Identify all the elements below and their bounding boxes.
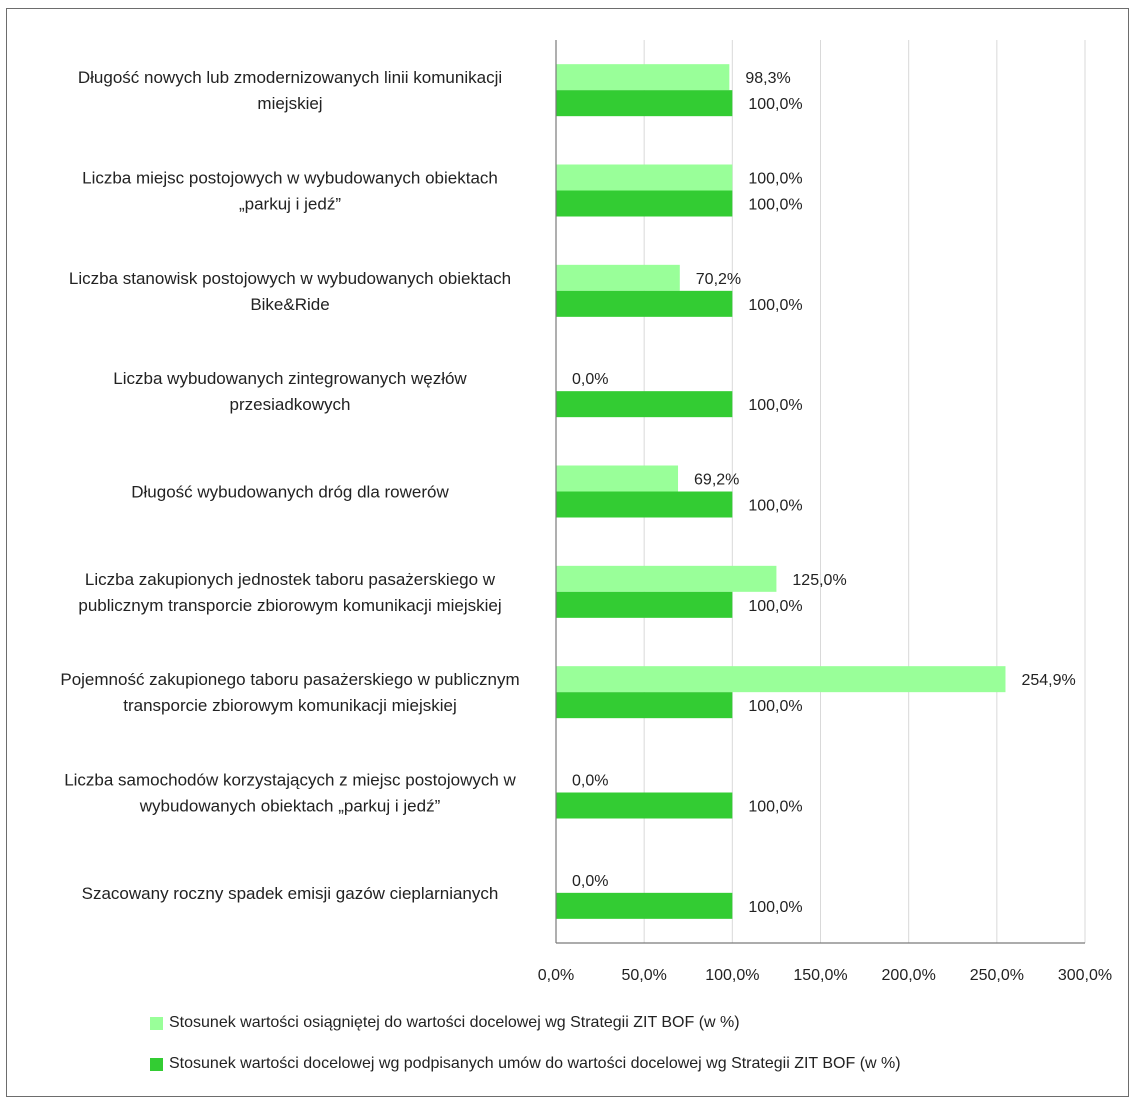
x-tick-label: 200,0% bbox=[882, 967, 936, 984]
bar-contracted[interactable] bbox=[556, 692, 733, 719]
bar-contracted[interactable] bbox=[556, 190, 733, 217]
data-label-contracted: 100,0% bbox=[748, 197, 802, 214]
x-tick-label: 100,0% bbox=[705, 967, 759, 984]
data-label-contracted: 100,0% bbox=[748, 297, 802, 314]
bar-achieved[interactable] bbox=[556, 666, 1006, 693]
category-label: Liczba miejsc postojowych w wybudowanych… bbox=[82, 169, 498, 214]
bar-achieved[interactable] bbox=[556, 565, 777, 592]
legend: Stosunek wartości osiągniętej do wartośc… bbox=[150, 1012, 901, 1094]
data-label-achieved: 70,2% bbox=[696, 271, 741, 288]
category-label: Liczba samochodów korzystających z miejs… bbox=[64, 771, 516, 816]
axes bbox=[555, 40, 1085, 944]
category-label: Szacowany roczny spadek emisji gazów cie… bbox=[82, 884, 499, 903]
category-label-line: przesiadkowych bbox=[230, 395, 351, 414]
bar-contracted[interactable] bbox=[556, 591, 733, 618]
data-label-achieved: 125,0% bbox=[792, 572, 846, 589]
data-label-contracted: 100,0% bbox=[748, 598, 802, 615]
category-label: Długość wybudowanych dróg dla rowerów bbox=[131, 483, 449, 502]
legend-label-achieved: Stosunek wartości osiągniętej do wartośc… bbox=[169, 1014, 740, 1031]
category-labels: Długość nowych lub zmodernizowanych lini… bbox=[60, 68, 519, 903]
x-tick-labels: 0,0% 50,0% 100,0% 150,0% 200,0% 250,0% 300,0% bbox=[538, 967, 1112, 984]
bar-achieved[interactable] bbox=[556, 164, 733, 191]
data-label-achieved: 98,3% bbox=[745, 70, 790, 87]
data-label-achieved: 0,0% bbox=[572, 773, 608, 790]
category-label: Długość nowych lub zmodernizowanych lini… bbox=[78, 68, 502, 113]
category-label-line: „parkuj i jedź” bbox=[239, 195, 341, 214]
bar-contracted[interactable] bbox=[556, 290, 733, 317]
category-label-line: transporcie zbiorowym komunikacji miejsk… bbox=[123, 696, 457, 715]
data-label-achieved: 254,9% bbox=[1021, 672, 1075, 689]
x-tick-label: 300,0% bbox=[1058, 967, 1112, 984]
category-label-line: Długość nowych lub zmodernizowanych lini… bbox=[78, 68, 502, 87]
category-label: Pojemność zakupionego taboru pasażerskie… bbox=[60, 670, 519, 715]
category-label-line: Liczba wybudowanych zintegrowanych węzłó… bbox=[113, 369, 467, 388]
data-label-contracted: 100,0% bbox=[748, 799, 802, 816]
category-label: Liczba stanowisk postojowych w wybudowan… bbox=[69, 269, 511, 314]
data-label-contracted: 100,0% bbox=[748, 498, 802, 515]
category-label-line: Szacowany roczny spadek emisji gazów cie… bbox=[82, 884, 499, 903]
bar-achieved[interactable] bbox=[556, 465, 679, 492]
category-label-line: miejskiej bbox=[257, 94, 322, 113]
bar-achieved[interactable] bbox=[556, 264, 680, 291]
category-label-line: Liczba miejsc postojowych w wybudowanych… bbox=[82, 169, 498, 188]
category-label: Liczba zakupionych jednostek taboru pasa… bbox=[78, 570, 501, 615]
category-label-line: Długość wybudowanych dróg dla rowerów bbox=[131, 483, 449, 502]
data-label-contracted: 100,0% bbox=[748, 698, 802, 715]
data-label-contracted: 100,0% bbox=[748, 397, 802, 414]
category-label-line: Bike&Ride bbox=[250, 295, 329, 314]
legend-swatch-achieved bbox=[150, 1016, 163, 1030]
x-tick-label: 250,0% bbox=[970, 967, 1024, 984]
x-tick-label: 50,0% bbox=[621, 967, 666, 984]
bar-achieved[interactable] bbox=[556, 64, 730, 91]
legend-label-contracted: Stosunek wartości docelowej wg podpisany… bbox=[169, 1055, 901, 1072]
category-label-line: Liczba stanowisk postojowych w wybudowan… bbox=[69, 269, 511, 288]
bars bbox=[556, 64, 1006, 919]
legend-item-contracted[interactable]: Stosunek wartości docelowej wg podpisany… bbox=[150, 1053, 901, 1075]
category-label: Liczba wybudowanych zintegrowanych węzłó… bbox=[113, 369, 467, 414]
bar-contracted[interactable] bbox=[556, 892, 733, 919]
category-label-line: publicznym transporcie zbiorowym komunik… bbox=[78, 596, 501, 615]
category-label-line: Liczba samochodów korzystających z miejs… bbox=[64, 771, 516, 790]
category-label-line: Liczba zakupionych jednostek taboru pasa… bbox=[85, 570, 496, 589]
data-label-achieved: 69,2% bbox=[694, 472, 739, 489]
bar-contracted[interactable] bbox=[556, 792, 733, 819]
bar-contracted[interactable] bbox=[556, 491, 733, 518]
legend-swatch-contracted bbox=[150, 1057, 163, 1071]
data-label-achieved: 100,0% bbox=[748, 171, 802, 188]
bar-contracted[interactable] bbox=[556, 391, 733, 418]
x-tick-label: 150,0% bbox=[793, 967, 847, 984]
category-label-line: Pojemność zakupionego taboru pasażerskie… bbox=[60, 670, 519, 689]
data-label-achieved: 0,0% bbox=[572, 371, 608, 388]
data-label-contracted: 100,0% bbox=[748, 899, 802, 916]
data-label-achieved: 0,0% bbox=[572, 873, 608, 890]
category-label-line: wybudowanych obiektach „parkuj i jedź” bbox=[139, 797, 441, 816]
data-labels: 98,3% 100,0% 100,0% 100,0% 70,2% 100,0% 0,0% 10… bbox=[572, 70, 1076, 916]
legend-item-achieved[interactable]: Stosunek wartości osiągniętej do wartośc… bbox=[150, 1012, 901, 1034]
x-tick-label: 0,0% bbox=[538, 967, 574, 984]
bar-contracted[interactable] bbox=[556, 90, 733, 117]
data-label-contracted: 100,0% bbox=[748, 96, 802, 113]
